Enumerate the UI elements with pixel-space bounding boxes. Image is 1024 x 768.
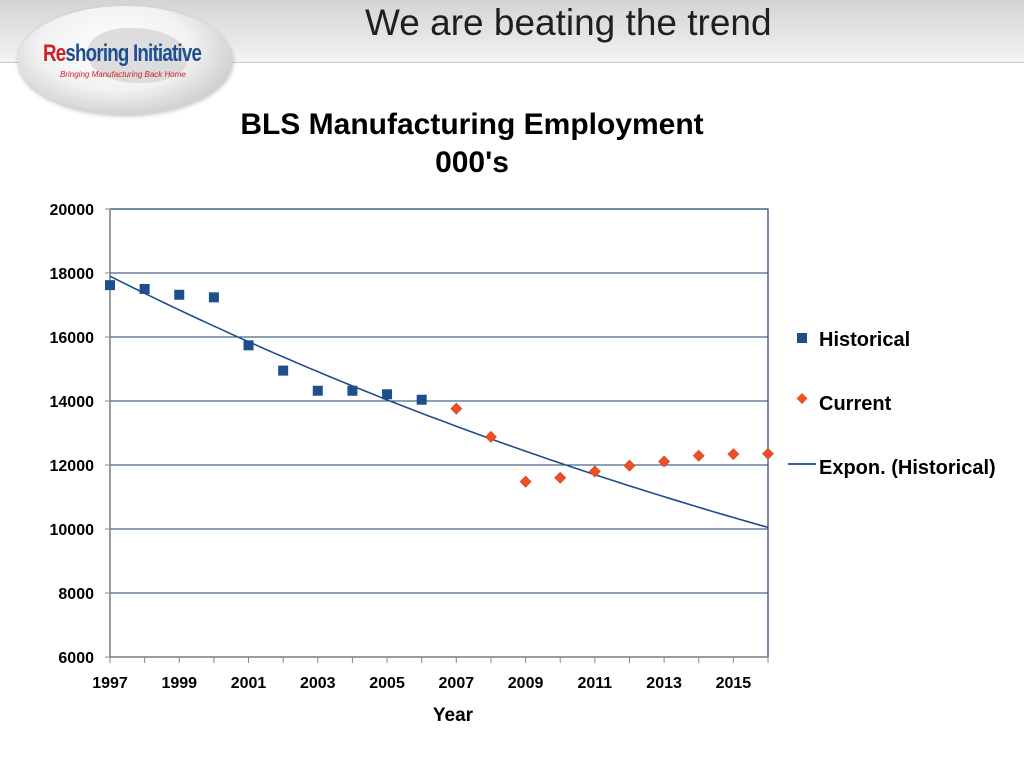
y-tick-label-12000: 12000 [50,458,95,475]
x-tick-label-2015: 2015 [716,675,752,692]
points-layer [105,280,774,488]
historical-point-2006 [416,394,427,405]
historical-point-2001 [243,340,254,351]
historical-point-2005 [382,389,393,400]
legend-marker-historical [797,333,807,343]
x-minor-ticks [109,657,769,663]
x-tick-label-2001: 2001 [231,675,267,692]
chart-subtitle: 000's [435,146,509,179]
current-point-2016 [762,447,774,460]
x-tick-label-2009: 2009 [508,675,544,692]
x-axis-title: Year [433,705,474,726]
x-tick-label-2003: 2003 [300,675,336,692]
y-tick-label-10000: 10000 [50,522,95,539]
y-tick-label-6000: 6000 [58,650,94,667]
current-point-2013 [658,455,671,468]
historical-point-2003 [312,385,323,396]
x-tick-label-2011: 2011 [577,675,612,692]
current-point-2011 [588,465,601,478]
current-point-2012 [623,459,636,472]
historical-point-1997 [105,280,115,291]
logo-brand-rest: shoring Initiative [65,40,202,67]
y-tick-labels: 6000 8000 10000 12000 14000 16000 18000 20000 [50,202,110,667]
logo-tagline: Bringing Manufacturing Back Home [60,70,186,79]
logo-brand-text: Reshoring Initiative [43,40,202,68]
historical-point-2004 [347,385,358,396]
current-point-2008 [485,430,497,443]
x-tick-label-2013: 2013 [646,675,682,692]
current-point-2014 [692,449,705,462]
legend-label-0: Historical [819,329,910,351]
reshoring-initiative-logo [18,6,233,114]
trend-layer [109,275,769,529]
historical-point-1998 [139,284,150,294]
y-tick-label-18000: 18000 [50,266,95,283]
x-tick-label-1999: 1999 [161,675,197,692]
historical-point-1999 [174,289,185,300]
legend-label-1: Current [819,393,892,415]
current-point-2010 [554,471,567,484]
historical-point-2002 [278,365,289,376]
plot-frame [109,208,769,658]
current-point-2015 [727,448,740,461]
y-tick-label-20000: 20000 [50,202,95,219]
current-point-2009 [519,475,532,488]
logo-brand-prefix: Re [43,40,66,67]
y-tick-label-8000: 8000 [58,586,94,603]
x-tick-label-1997: 1997 [92,675,128,692]
usa-map-icon [88,28,188,83]
legend-marker-current [796,393,808,404]
trend-line [109,275,769,529]
legend: Historical Current Expon. (Historical) [788,329,996,479]
y-tick-label-16000: 16000 [50,330,95,347]
grid-lines [110,208,768,594]
y-tick-label-14000: 14000 [50,394,95,411]
historical-point-2000 [208,292,219,303]
x-tick-label-2005: 2005 [369,675,405,692]
current-point-2007 [450,402,463,415]
slide-title: We are beating the trend [365,2,772,43]
chart-title: BLS Manufacturing Employment [240,108,703,141]
x-tick-label-2007: 2007 [439,675,475,692]
x-tick-labels: 1997 1999 2001 2003 2005 2007 2009 2011 2013 2015 [92,675,751,692]
legend-label-2: Expon. (Historical) [819,457,996,479]
